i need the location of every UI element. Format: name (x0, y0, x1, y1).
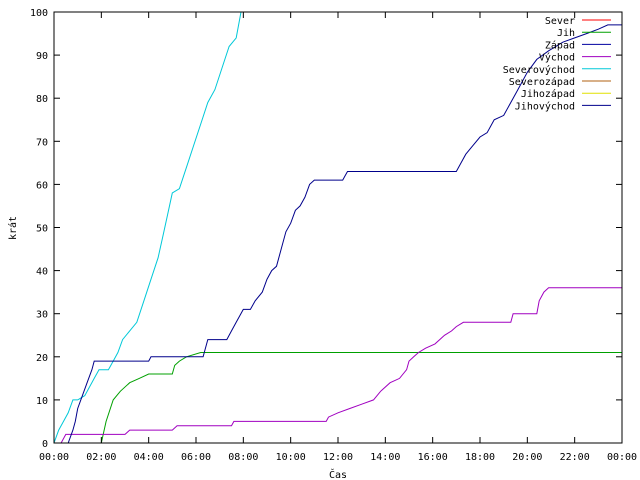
legend-label: Jih (557, 28, 575, 39)
legend-label: Sever (545, 16, 575, 27)
series-line-Východ (60, 287, 622, 443)
x-tick-label: 00:00 (607, 452, 637, 463)
x-tick-label: 00:00 (39, 452, 69, 463)
y-axis-label: krát (7, 216, 19, 240)
legend-label: Severovýchod (503, 64, 575, 76)
legend: SeverJihZápadVýchodSeverovýchodSeverozáp… (503, 16, 611, 112)
legend-label: Západ (545, 39, 575, 51)
x-tick-label: 18:00 (465, 452, 495, 463)
legend-label: Severozápad (509, 76, 575, 88)
series-layer (54, 12, 622, 443)
x-tick-label: 20:00 (512, 452, 542, 463)
legend-label: Jihozápad (521, 88, 575, 100)
ticks-layer: 0 10 20 30 40 50 60 70 80 90 100 00:00 02:00 04:00 06:… (30, 8, 637, 463)
y-tick-label: 60 (36, 180, 48, 191)
series-line-Jihovýchod (67, 24, 622, 443)
legend-label: Jihovýchod (515, 100, 575, 112)
y-tick-label: 70 (36, 137, 48, 148)
x-tick-label: 08:00 (228, 452, 258, 463)
x-tick-label: 12:00 (323, 452, 353, 463)
y-tick-label: 80 (36, 94, 48, 105)
y-tick-label: 40 (36, 267, 48, 278)
x-tick-label: 16:00 (418, 452, 448, 463)
x-axis-label: Čas (329, 468, 347, 480)
x-tick-label: 22:00 (560, 452, 590, 463)
x-tick-label: 14:00 (370, 452, 400, 463)
y-tick-label: 100 (30, 8, 48, 19)
y-tick-label: 50 (36, 224, 48, 235)
y-tick-label: 10 (36, 396, 48, 407)
series-line-Severovýchod (54, 12, 242, 443)
y-tick-label: 30 (36, 310, 48, 321)
y-tick-label: 20 (36, 353, 48, 364)
y-tick-label: 90 (36, 51, 48, 62)
x-tick-label: 06:00 (181, 452, 211, 463)
legend-label: Východ (539, 52, 575, 64)
x-tick-label: 04:00 (134, 452, 164, 463)
series-line-Jih (54, 352, 622, 443)
x-tick-label: 10:00 (276, 452, 306, 463)
y-tick-label: 0 (42, 439, 48, 450)
x-tick-label: 02:00 (86, 452, 116, 463)
